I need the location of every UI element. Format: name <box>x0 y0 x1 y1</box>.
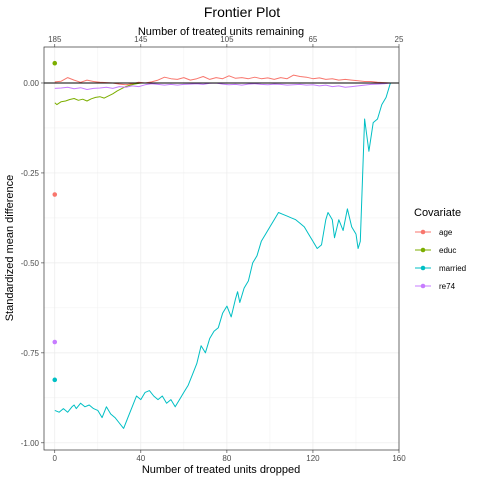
legend-label-age: age <box>439 228 453 237</box>
legend-key-point-age <box>420 229 426 235</box>
x-tick-label: 40 <box>136 454 145 463</box>
x2-tick-label: 25 <box>395 35 404 44</box>
legend-key-point-educ <box>420 247 426 253</box>
series-lines <box>44 74 399 429</box>
start-point-age <box>52 192 58 197</box>
start-point-educ <box>52 60 58 66</box>
y-tick-label: 0.00 <box>23 79 39 88</box>
isolated-points <box>52 60 58 383</box>
legend-title: Covariate <box>414 207 461 219</box>
legend-key-point-married <box>420 265 426 271</box>
legend-label-re74: re74 <box>439 282 456 291</box>
x-tick-label: 160 <box>392 454 406 463</box>
y-axis-title: Standardized mean difference <box>4 175 16 322</box>
legend-label-educ: educ <box>439 246 456 255</box>
series-line-re74 <box>54 82 391 90</box>
x2-tick-label: 105 <box>220 35 234 44</box>
y-tick-label: -0.25 <box>21 169 40 178</box>
x2-axis-title: Number of treated units remaining <box>138 26 304 38</box>
y-tick-label: -0.50 <box>21 259 40 268</box>
axis-ticks: 0 40 80 120 160 185 145 105 65 25 0.00 -0.25 -0.50 -0… <box>21 35 406 463</box>
x2-tick-label: 145 <box>134 35 148 44</box>
grid <box>44 47 400 450</box>
x-tick-label: 80 <box>222 454 231 463</box>
legend: Covariate age educ married re74 <box>414 207 466 291</box>
panel-border <box>43 46 400 451</box>
legend-label-married: married <box>439 264 466 273</box>
legend-key-point-re74 <box>420 283 426 289</box>
y-tick-label: -1.00 <box>21 439 40 448</box>
x2-tick-label: 185 <box>48 35 62 44</box>
start-point-re74 <box>52 339 58 345</box>
x-tick-label: 120 <box>306 454 320 463</box>
start-point-married <box>52 377 58 383</box>
series-line-married <box>54 82 391 429</box>
x-axis-title: Number of treated units dropped <box>142 464 300 476</box>
x2-tick-label: 65 <box>308 35 317 44</box>
y-tick-label: -0.75 <box>21 349 40 358</box>
x-tick-label: 0 <box>53 454 58 463</box>
chart-title: Frontier Plot <box>204 4 280 20</box>
